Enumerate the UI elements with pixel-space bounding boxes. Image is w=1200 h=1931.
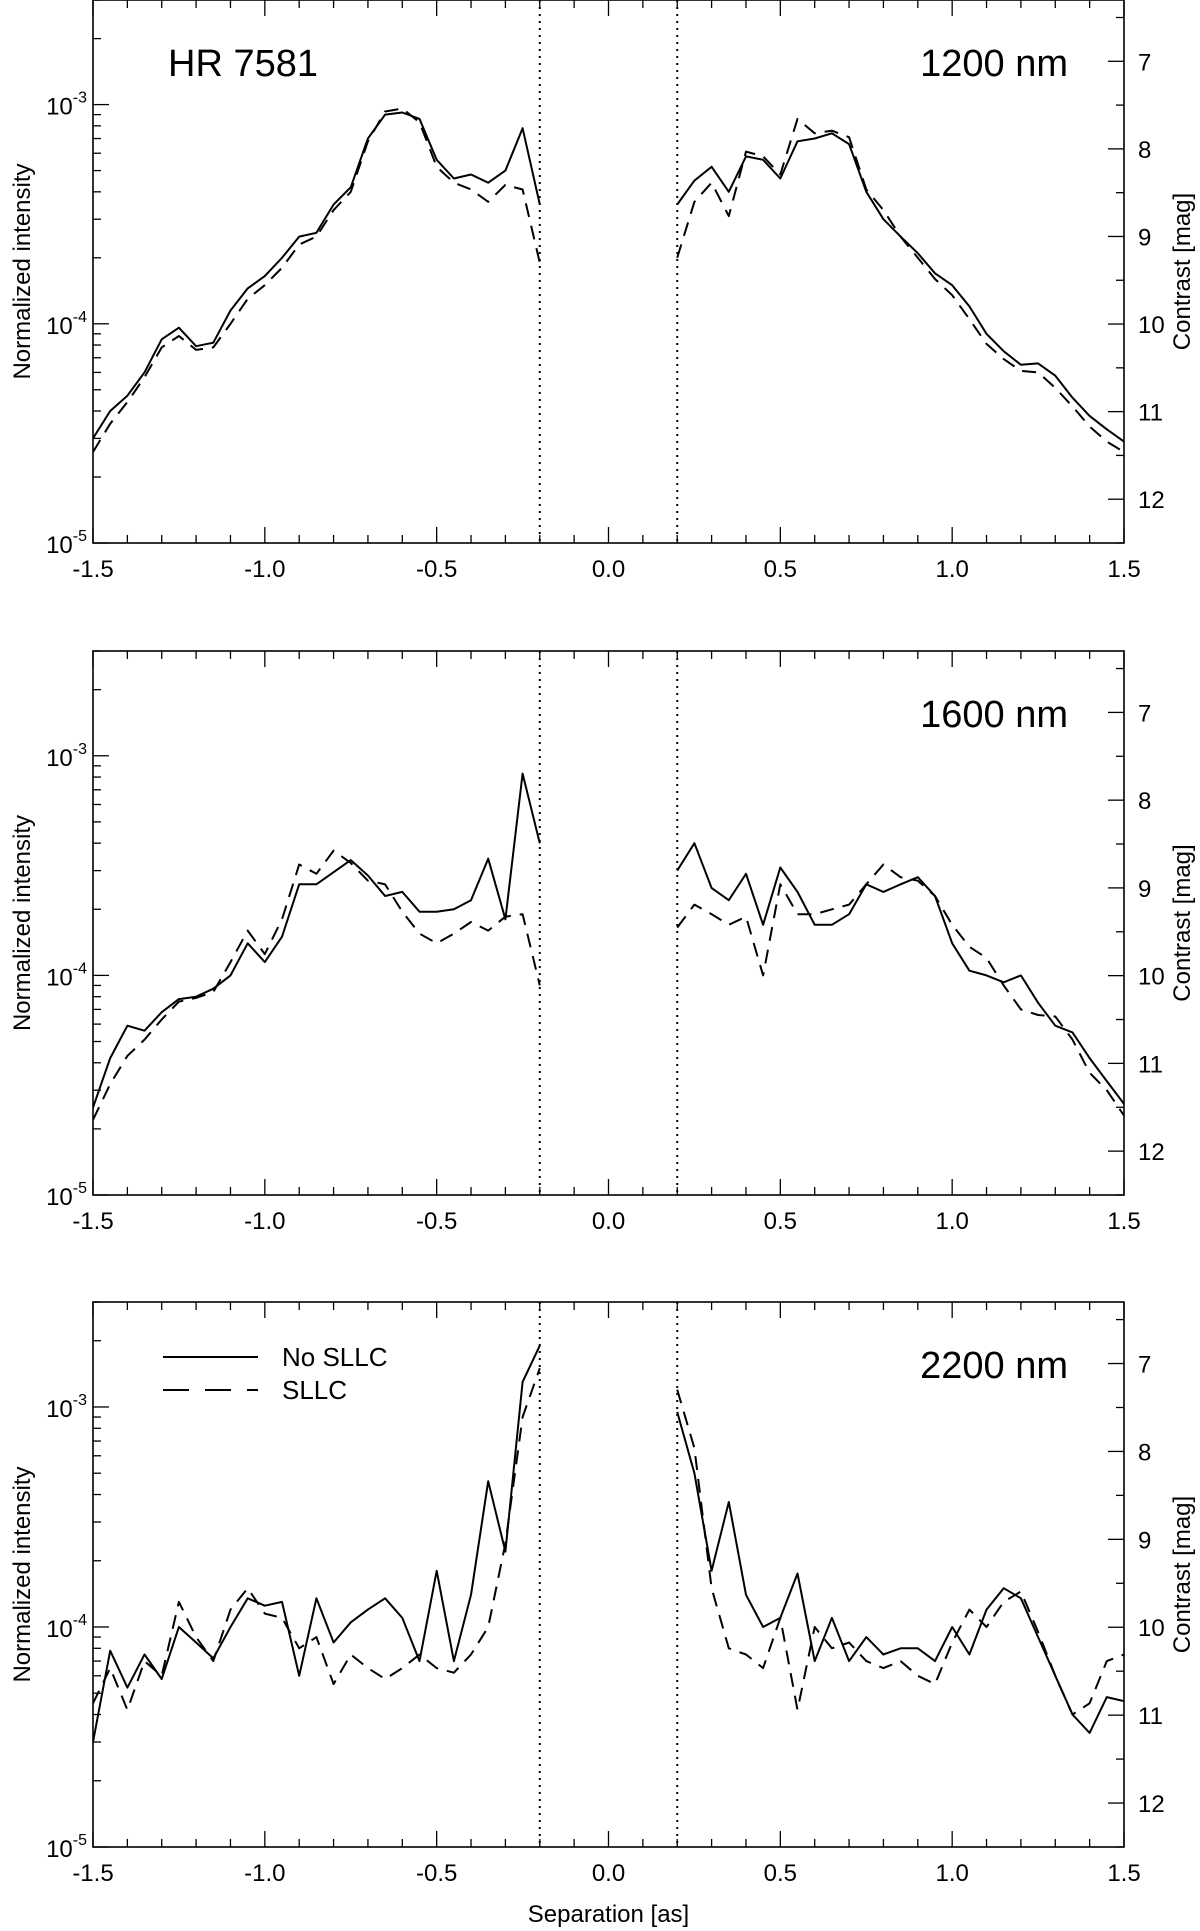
- right-tick-label: 9: [1138, 224, 1151, 251]
- y-axis-title: Normalized intensity: [9, 163, 36, 379]
- right-tick-label: 11: [1138, 400, 1163, 427]
- right-axis-title: Contrast [mag]: [1169, 193, 1196, 350]
- series-solid: [93, 772, 1124, 1108]
- series-line: [93, 772, 541, 1108]
- x-axis-title: Separation [as]: [528, 1901, 689, 1928]
- chart-panel-1: -1.5 -1.0 -0.5 0.0 0.5 1.0 1.5 10-5 10-4 10-3 7 8 9 1…: [9, 0, 1196, 583]
- legend-label: SLLC: [282, 1375, 347, 1405]
- series-line: [676, 1411, 1124, 1734]
- y-tick-label: 10-5: [46, 528, 87, 559]
- right-tick-label: 8: [1138, 1439, 1151, 1466]
- right-tick-label: 9: [1138, 1527, 1151, 1554]
- x-tick-label: 1.5: [1107, 1208, 1140, 1235]
- panel-label-right: 1200 nm: [920, 43, 1068, 85]
- y-axis-title: Normalized intensity: [9, 1466, 36, 1682]
- series-line: [93, 111, 541, 439]
- right-axis: 7 8 9 10 11 12: [1108, 1318, 1165, 1848]
- series-line: [93, 1345, 541, 1743]
- y-tick-label: 10-4: [46, 960, 87, 991]
- y-tick-label: 10-3: [46, 1392, 87, 1423]
- x-tick-label: -1.0: [244, 1860, 285, 1887]
- x-tick-label: -1.5: [72, 556, 113, 583]
- y-tick-label: 10-3: [46, 741, 87, 772]
- x-tick-label: -0.5: [416, 1208, 457, 1235]
- x-tick-label: 0.0: [592, 1860, 625, 1887]
- series-line: [676, 117, 1124, 453]
- series-line: [93, 849, 541, 1121]
- right-tick-label: 12: [1138, 487, 1165, 514]
- right-axis-title: Contrast [mag]: [1169, 844, 1196, 1001]
- right-tick-label: 9: [1138, 876, 1151, 903]
- x-tick-label: 1.0: [935, 1860, 968, 1887]
- right-tick-label: 12: [1138, 1139, 1165, 1166]
- x-tick-label: 0.5: [764, 1860, 797, 1887]
- series-dashed: [93, 107, 1124, 453]
- right-tick-label: 8: [1138, 137, 1151, 164]
- x-tick-label: 0.5: [764, 1208, 797, 1235]
- x-axis: -1.5 -1.0 -0.5 0.0 0.5 1.0 1.5: [72, 0, 1141, 583]
- x-tick-label: -1.5: [72, 1860, 113, 1887]
- series-line: [93, 1367, 541, 1711]
- right-tick-label: 10: [1138, 312, 1165, 339]
- panel-label-right: 1600 nm: [920, 694, 1068, 736]
- x-tick-label: -1.0: [244, 556, 285, 583]
- y-tick-label: 10-4: [46, 309, 87, 340]
- y-axis: 10-5 10-4 10-3: [46, 650, 109, 1211]
- right-tick-label: 7: [1138, 49, 1151, 76]
- x-tick-label: -1.5: [72, 1208, 113, 1235]
- right-axis: 7 8 9 10 11 12: [1108, 16, 1165, 544]
- panel-label-right: 2200 nm: [920, 1345, 1068, 1387]
- x-tick-label: -1.0: [244, 1208, 285, 1235]
- x-axis: -1.5 -1.0 -0.5 0.0 0.5 1.0 1.5: [72, 651, 1141, 1235]
- x-tick-label: 1.0: [935, 1208, 968, 1235]
- y-tick-label: 10-5: [46, 1180, 87, 1211]
- series-line: [676, 842, 1124, 1105]
- panel-label-left: HR 7581: [168, 43, 318, 85]
- right-tick-label: 7: [1138, 700, 1151, 727]
- right-tick-label: 8: [1138, 788, 1151, 815]
- x-tick-label: 1.0: [935, 556, 968, 583]
- series-line: [676, 132, 1124, 443]
- y-axis: 10-5 10-4 10-3: [46, 0, 109, 559]
- series-dashed: [93, 1367, 1124, 1716]
- x-tick-label: 0.5: [764, 556, 797, 583]
- y-tick-label: 10-3: [46, 90, 87, 121]
- x-tick-label: 0.0: [592, 556, 625, 583]
- x-axis: -1.5 -1.0 -0.5 0.0 0.5 1.0 1.5: [72, 1302, 1141, 1887]
- series-dashed: [93, 849, 1124, 1121]
- x-tick-label: 1.5: [1107, 556, 1140, 583]
- series-solid: [93, 111, 1124, 443]
- right-axis: 7 8 9 10 11 12: [1108, 667, 1165, 1196]
- x-tick-label: 0.0: [592, 1208, 625, 1235]
- y-tick-label: 10-4: [46, 1612, 87, 1643]
- right-tick-label: 12: [1138, 1791, 1165, 1818]
- y-axis-title: Normalized intensity: [9, 815, 36, 1031]
- right-tick-label: 11: [1138, 1703, 1163, 1730]
- right-tick-label: 10: [1138, 964, 1165, 991]
- x-tick-label: -0.5: [416, 556, 457, 583]
- right-axis-title: Contrast [mag]: [1169, 1496, 1196, 1653]
- y-axis: 10-5 10-4 10-3: [46, 1301, 109, 1863]
- x-tick-label: -0.5: [416, 1860, 457, 1887]
- right-tick-label: 10: [1138, 1615, 1165, 1642]
- chart-panel-3: -1.5 -1.0 -0.5 0.0 0.5 1.0 1.5 10-5 10-4 10-3 7 8 9 1…: [9, 1301, 1196, 1928]
- y-tick-label: 10-5: [46, 1832, 87, 1863]
- x-tick-label: 1.5: [1107, 1860, 1140, 1887]
- legend-label: No SLLC: [282, 1342, 388, 1372]
- series-solid: [93, 1345, 1124, 1743]
- series-line: [93, 107, 541, 453]
- chart-panel-2: -1.5 -1.0 -0.5 0.0 0.5 1.0 1.5 10-5 10-4 10-3 7 8 9 1…: [9, 650, 1196, 1235]
- series-line: [676, 1389, 1124, 1716]
- right-tick-label: 7: [1138, 1352, 1151, 1379]
- right-tick-label: 11: [1138, 1051, 1163, 1078]
- series-line: [676, 863, 1124, 1117]
